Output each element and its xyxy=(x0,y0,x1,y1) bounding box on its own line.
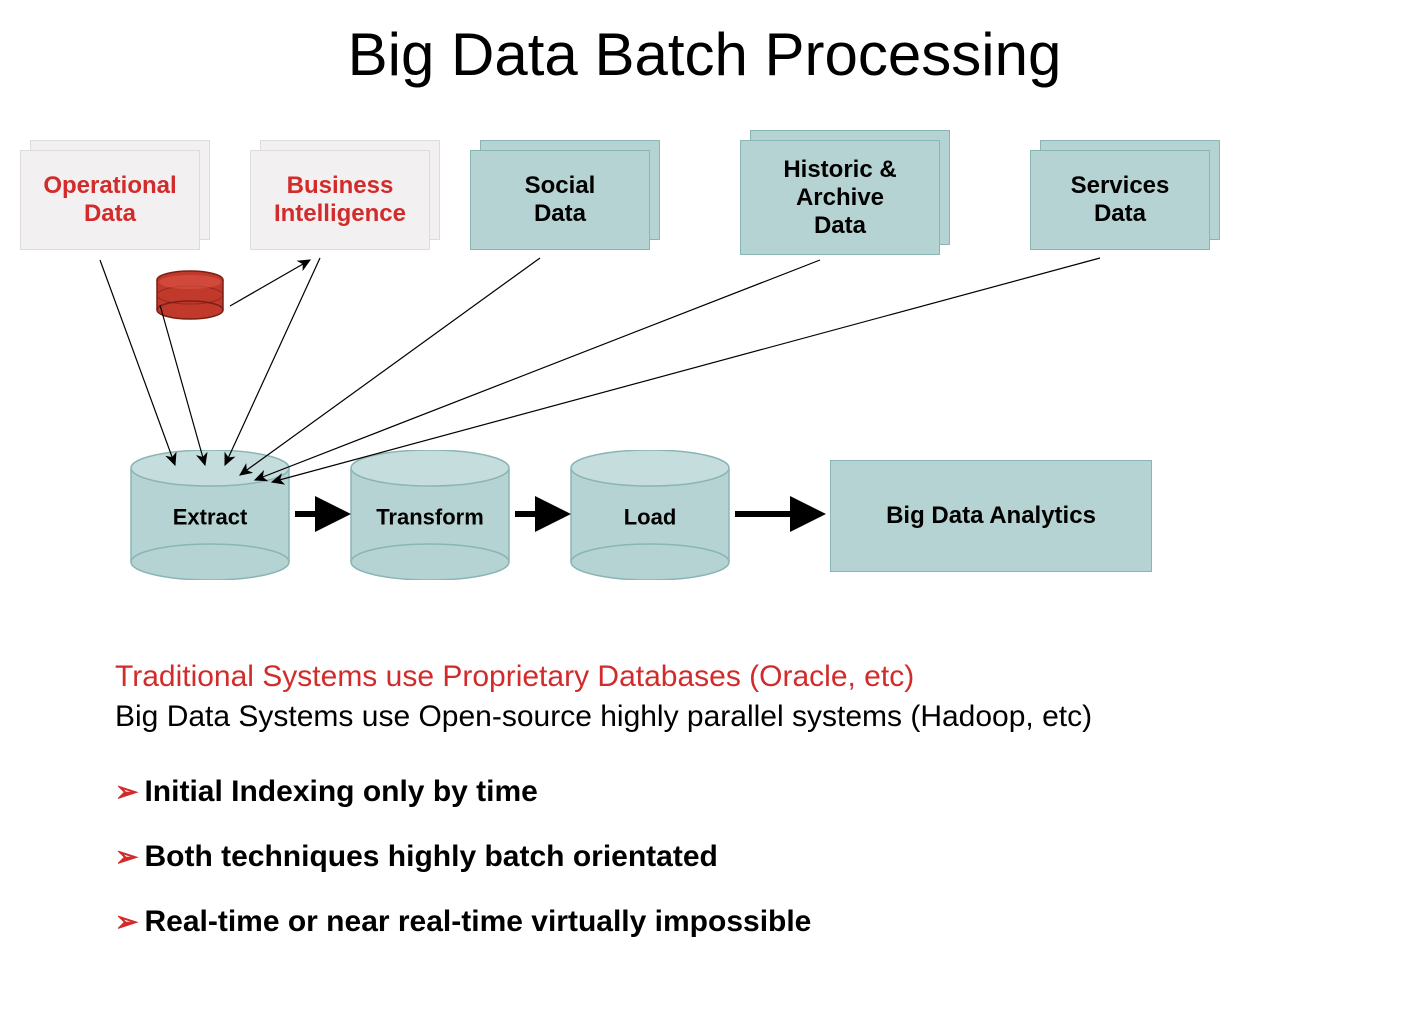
thin-arrow xyxy=(255,260,820,480)
bullet-item: ➢Both techniques highly batch orientated xyxy=(115,840,718,874)
thin-arrow xyxy=(272,258,1100,482)
bullet-text: Both techniques highly batch orientated xyxy=(144,840,717,873)
thin-arrow xyxy=(225,258,320,465)
database-icon xyxy=(155,270,225,320)
source-box-label: Historic &ArchiveData xyxy=(740,140,940,255)
source-box-label: BusinessIntelligence xyxy=(250,150,430,250)
page-title: Big Data Batch Processing xyxy=(0,20,1409,89)
source-box-label: ServicesData xyxy=(1030,150,1210,250)
bullet-arrow-icon: ➢ xyxy=(115,906,138,937)
thin-arrow xyxy=(230,260,310,306)
analytics-label: Big Data Analytics xyxy=(886,502,1096,530)
bullet-arrow-icon: ➢ xyxy=(115,841,138,872)
bullet-item: ➢Initial Indexing only by time xyxy=(115,775,538,809)
cylinder-label: Extract xyxy=(130,505,290,531)
bullet-text: Initial Indexing only by time xyxy=(144,775,537,808)
bullet-text: Real-time or near real-time virtually im… xyxy=(144,905,811,938)
cylinder-label: Load xyxy=(570,505,730,531)
source-box-label: SocialData xyxy=(470,150,650,250)
body-text: Big Data Systems use Open-source highly … xyxy=(115,700,1092,734)
analytics-box: Big Data Analytics xyxy=(830,460,1152,572)
source-box-label: OperationalData xyxy=(20,150,200,250)
cylinder-label: Transform xyxy=(350,505,510,531)
cylinder-extract: Extract xyxy=(130,450,290,580)
bullet-item: ➢Real-time or near real-time virtually i… xyxy=(115,905,811,939)
thin-arrow xyxy=(160,305,205,465)
cylinder-load: Load xyxy=(570,450,730,580)
thin-arrow xyxy=(240,258,540,475)
bullet-arrow-icon: ➢ xyxy=(115,776,138,807)
cylinder-transform: Transform xyxy=(350,450,510,580)
body-text: Traditional Systems use Proprietary Data… xyxy=(115,660,914,694)
